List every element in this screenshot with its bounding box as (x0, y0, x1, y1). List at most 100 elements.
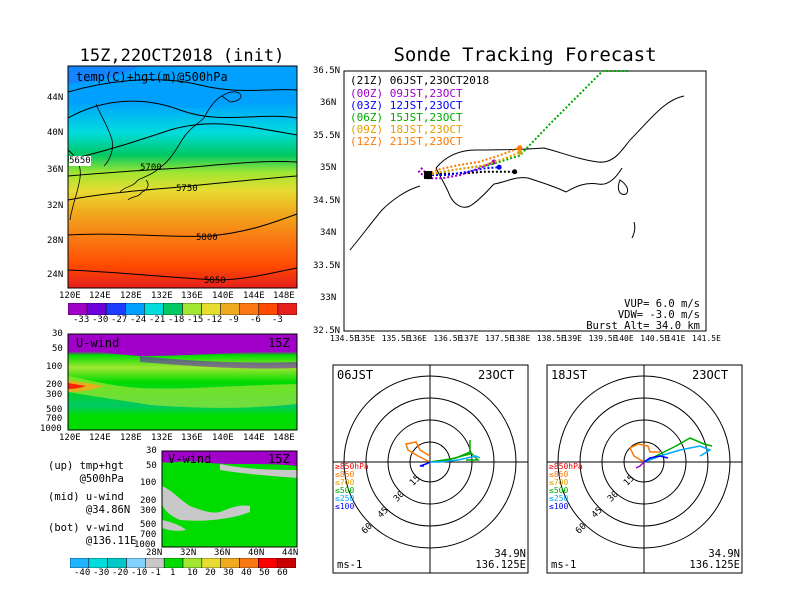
colorbar-cell (125, 303, 145, 315)
vwind-y-tick: 50 (146, 461, 157, 471)
track-x-tick: 136E (407, 334, 427, 343)
uwind-y-tick: 300 (46, 390, 63, 400)
legend-item: (09Z) 18JST,23OCT (350, 123, 463, 136)
hodo2-date: 23OCT (692, 368, 729, 382)
caption-bot: (bot) v-wind @136.11E (48, 522, 137, 547)
wind-cbar-label: 50 (259, 568, 270, 578)
track-x-tick: 140.5E (640, 334, 670, 343)
caption-up: (up) tmp+hgt @500hPa (48, 460, 124, 485)
track-x-tick: 138E (511, 334, 531, 343)
wind-cbar-label: -1 (150, 568, 161, 578)
track-x-tick: 140E (614, 334, 634, 343)
uwind-y-tick: 500 (46, 405, 63, 415)
hodo2-lat: 34.9N (708, 548, 740, 560)
level-label: ≤850 (549, 470, 569, 479)
level-label: ≤850 (335, 470, 355, 479)
temp-cbar-label: -6 (250, 315, 261, 325)
uwind-y-tick: 30 (52, 329, 63, 339)
uwind-x-tick: 124E (89, 433, 111, 443)
uwind-x-tick: 148E (273, 433, 295, 443)
hodograph-18jst (546, 364, 743, 574)
hodo1-lon: 136.125E (475, 559, 526, 571)
wind-cbar-label: 40 (241, 568, 252, 578)
colorbar-cell (277, 303, 297, 315)
uwind-y-tick: 100 (46, 362, 63, 372)
colorbar-cell (144, 303, 164, 315)
level-label: ≤250 (549, 494, 569, 503)
vwind-x-tick: 40N (248, 548, 265, 558)
param-vdw: VDW= -3.0 m/s (617, 309, 700, 321)
colorbar-cell (258, 558, 278, 568)
burst-point (512, 169, 518, 175)
contour-label: 5650 (69, 156, 91, 166)
colorbar-cell (88, 558, 108, 568)
contour-label: 5750 (176, 184, 198, 194)
level-label: ≤700 (335, 478, 355, 487)
map-x-tick: 148E (273, 291, 295, 301)
map-x-tick: 140E (212, 291, 234, 301)
sonde-track-line (427, 146, 521, 176)
colorbar-cell (163, 303, 183, 315)
left-title: 15Z,22OCT2018 (init) (79, 46, 285, 66)
legend-item: (21Z) 06JST,23OCT2018 (350, 74, 490, 87)
track-y-tick: 35.5N (313, 131, 341, 141)
vwind-x-tick: 44N (282, 548, 299, 558)
hodo1-unit: ms-1 (337, 559, 363, 571)
uwind-x-tick: 120E (59, 433, 81, 443)
temp-cbar-label: -12 (206, 315, 223, 325)
colorbar-cell (239, 303, 260, 315)
hodo1-lat: 34.9N (494, 548, 526, 560)
hodo2-time: 18JST (551, 368, 588, 382)
sonde-track-line (427, 151, 521, 176)
vwind-y-tick: 700 (140, 530, 157, 540)
legend-item: (00Z) 09JST,23OCT (350, 87, 463, 100)
colorbar-cell (201, 558, 221, 568)
colorbar-cell (258, 303, 279, 315)
track-y-tick: 36N (320, 98, 337, 108)
sonde-track-line (428, 166, 500, 176)
level-label: ≥850hPa (335, 462, 369, 471)
vwind-x-tick: 36N (214, 548, 231, 558)
uwind-y-tick: 50 (52, 344, 63, 354)
map-y-tick: 28N (47, 236, 64, 246)
level-label: ≤250 (335, 494, 355, 503)
level-label: ≤100 (549, 502, 569, 511)
map-y-tick: 40N (47, 128, 64, 138)
map-y-tick: 44N (47, 93, 64, 103)
vwind-y-tick: 1000 (134, 540, 156, 550)
level-label: ≤100 (335, 502, 355, 511)
colorbar-cell (220, 303, 241, 315)
uwind-x-tick: 140E (212, 433, 234, 443)
burst-point (496, 164, 502, 170)
sonde-tracks (417, 70, 629, 180)
chart-title: Sonde Tracking Forecast (393, 44, 657, 66)
burst-point (517, 149, 523, 155)
vwind-time: 15Z (268, 452, 290, 466)
colorbar-cell (163, 558, 184, 568)
level-label: ≤500 (549, 486, 569, 495)
colorbar-cell (182, 303, 202, 315)
colorbar-cell (145, 558, 165, 568)
vwind-y-tick: 30 (146, 446, 157, 456)
colorbar-cell (105, 303, 126, 315)
wind-cbar-label: 30 (223, 568, 234, 578)
level-label: ≤500 (335, 486, 355, 495)
track-x-tick: 137.5E (485, 334, 515, 343)
tracking-map-coastline (349, 95, 685, 251)
contour-label: 5700 (140, 163, 162, 173)
hodo1-date: 23OCT (478, 368, 515, 382)
track-y-tick: 36.5N (313, 66, 341, 76)
temp-map-label: temp(C)+hgt(m)@500hPa (76, 70, 228, 84)
colorbar-cell (201, 303, 221, 315)
temp-cbar-label: -21 (149, 315, 166, 325)
legend-item: (06Z) 15JST,23OCT (350, 111, 463, 124)
vwind-y-tick: 300 (140, 506, 157, 516)
wind-colorbar (70, 558, 296, 568)
vwind-x-tick: 32N (180, 548, 197, 558)
map-x-tick: 124E (89, 291, 111, 301)
track-x-tick: 139E (562, 334, 582, 343)
uwind-y-tick: 1000 (40, 424, 62, 434)
colorbar-cell (107, 558, 127, 568)
burst-point (517, 145, 523, 151)
colorbar-cell (182, 558, 203, 568)
